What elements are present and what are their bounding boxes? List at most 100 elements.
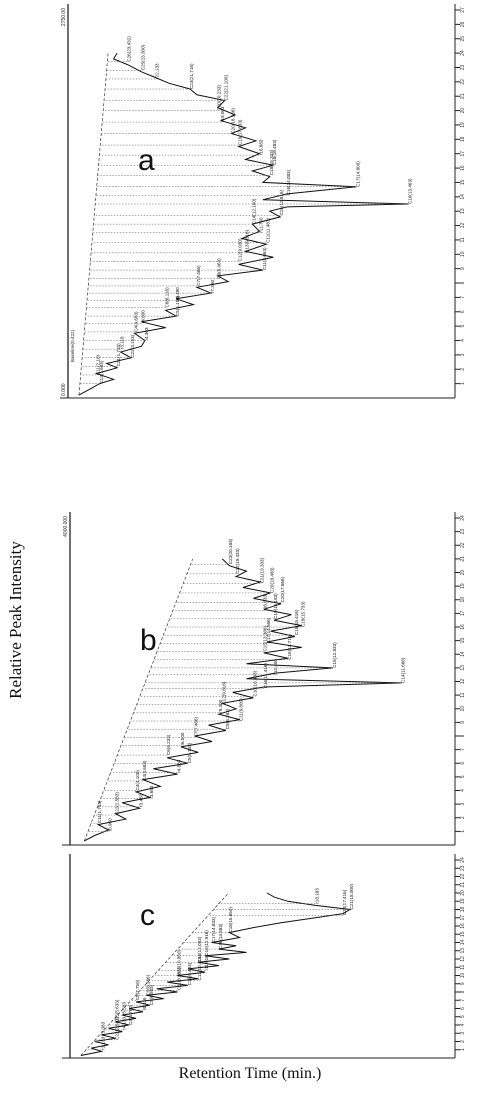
peak-label: C22(2.583): [114, 792, 119, 815]
peak-label: r12.400: [273, 659, 278, 675]
peak-label: r4.133: [121, 1016, 126, 1029]
peak-label: C13(9.316): [245, 229, 250, 252]
peak-label: C25(23.300): [140, 44, 145, 70]
x-tick-label: 4: [460, 789, 466, 792]
peak-label: C16(14.083): [286, 169, 291, 195]
peak-label: r3.383: [101, 1021, 106, 1034]
x-tick-label: 5: [460, 775, 466, 778]
peak-label: C11(2.10): [95, 354, 100, 375]
peak-label: C6(6.233): [166, 734, 171, 755]
peak-label: r3.683: [149, 785, 154, 798]
y-axis-label-container: Relative Peak Intensity: [6, 470, 26, 770]
peak-label: C15(12.816): [279, 189, 284, 215]
x-tick-label: 24: [460, 515, 466, 521]
peak-label: C5(7.750): [135, 979, 140, 1000]
peak-label: C21(1.733): [116, 343, 121, 366]
peak-label: C18(15.733): [301, 601, 306, 627]
peak-label: r3.450: [139, 793, 144, 806]
x-tick-label: 8: [460, 281, 466, 284]
peak-label: C12(9.816): [221, 681, 226, 704]
x-tick-label: 27: [460, 7, 466, 13]
x-tick-label: 7: [460, 296, 466, 299]
x-tick-label: 16: [460, 165, 466, 171]
x-tick-label: 19: [460, 122, 466, 128]
x-tick-label: 15: [460, 638, 466, 644]
x-tick-label: 15: [460, 179, 466, 185]
x-tick-label: 3: [460, 353, 466, 356]
x-tick-label: 11: [460, 964, 466, 969]
peak-label: C20(18.366): [231, 108, 236, 134]
peak-label: C16(11.416): [263, 663, 268, 689]
x-tick-label: 1: [460, 382, 466, 385]
peak-label: C11(11.483): [265, 217, 270, 242]
x-tick-label: 6: [460, 762, 466, 765]
peak-label: C19(17.633): [238, 119, 243, 145]
x-tick-label: 19: [460, 583, 466, 589]
peak-label: C16(12.916): [204, 930, 209, 956]
peak-label: C17(14.833): [211, 916, 216, 942]
panel-letter: b: [140, 624, 157, 657]
x-axis-label: Retention Time (min.): [178, 1065, 322, 1082]
peak-label: C20(20.233): [217, 85, 222, 111]
x-tick-label: 13: [460, 948, 466, 954]
peak-label: C20(17.666): [280, 576, 285, 602]
peak-label: C7(7.466): [194, 716, 199, 737]
integration-baseline: [78, 53, 109, 396]
peak-label: C16(13.583): [218, 923, 223, 949]
x-tick-label: 7: [460, 748, 466, 751]
peak-label: r3.118: [120, 336, 125, 349]
peak-label: C10(10.333): [252, 670, 257, 696]
panel-a: 1234567891011121314151617181920212223242…: [60, 4, 466, 399]
peak-label: C17(14.566): [266, 617, 271, 643]
panel-letter: a: [138, 144, 155, 177]
peak-label: r16.883: [258, 139, 263, 155]
peak-label: r11.916: [204, 955, 209, 971]
x-tick-label: 14: [460, 651, 466, 657]
peak-label: C16(13.716): [287, 634, 292, 660]
peak-label: C14(11.666): [401, 657, 406, 683]
peak-label: C26(23.432): [127, 36, 132, 62]
x-tick-label: 15: [460, 931, 466, 937]
peak-label: C18(16.483): [272, 139, 277, 165]
peak-label: r4.303: [144, 327, 149, 340]
x-tick-label: 7: [460, 999, 466, 1002]
peak-label: C20(18.483): [270, 567, 275, 593]
peak-label: C19(16.183): [273, 593, 278, 619]
x-tick-label: 20: [460, 570, 466, 576]
x-tick-label: 19: [460, 898, 466, 904]
peak-label: C15(13.366): [263, 626, 268, 652]
x-tick-label: 6: [460, 1007, 466, 1010]
x-tick-label: 12: [460, 956, 466, 962]
peak-label: C18(15.333): [269, 149, 274, 175]
peak-label: C11(8.800): [239, 698, 244, 721]
peak-label: C15(12.833): [332, 642, 337, 668]
x-tick-label: 22: [460, 79, 466, 85]
x-tick-label: 17: [460, 151, 466, 157]
x-tick-label: 4: [460, 339, 466, 342]
peak-label: r6.116: [142, 997, 147, 1010]
x-tick-label: 10: [460, 706, 466, 712]
peak-label: r1.133: [101, 1036, 106, 1049]
x-tick-label: 3: [460, 1032, 466, 1035]
x-tick-label: 9: [460, 982, 466, 985]
peak-label: r9.400: [218, 699, 223, 712]
x-tick-label: 10: [460, 973, 466, 979]
x-tick-label: 8: [460, 990, 466, 993]
x-tick-label: 1: [460, 1048, 466, 1051]
x-tick-label: 18: [460, 136, 466, 142]
peak-label: C17(14.800): [356, 161, 361, 187]
peak-label: r11.760: [258, 217, 263, 233]
x-tick-label: 26: [460, 21, 466, 27]
x-tick-label: 17: [460, 610, 466, 616]
peak-label: C12(10.416): [197, 954, 202, 980]
peak-label: r0.950: [108, 818, 113, 831]
peak-label: C6(6.116): [165, 287, 170, 308]
x-tick-label: 13: [460, 665, 466, 671]
x-tick-label: 11: [460, 237, 466, 242]
x-tick-label: 23: [460, 529, 466, 535]
peak-label: C11(1.733): [97, 800, 102, 823]
peak-label: C21(18.000): [349, 883, 354, 909]
peak-label: r22.133: [154, 63, 159, 79]
axis-top-label: 4000.000: [63, 516, 69, 537]
